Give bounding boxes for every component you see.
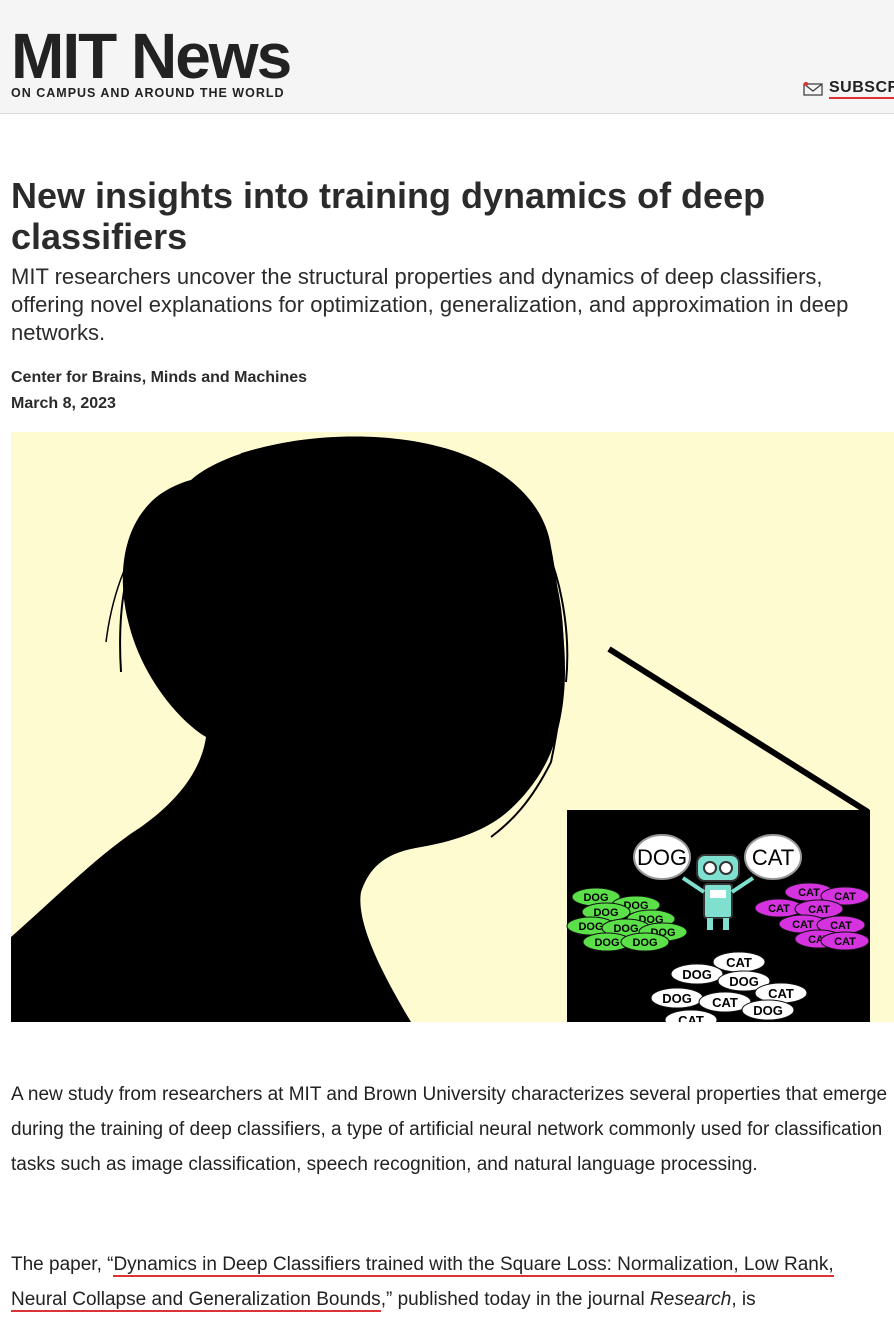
subscribe-link[interactable]: SUBSCR bbox=[829, 79, 894, 99]
subscribe-link-wrap[interactable]: SUBSCR bbox=[803, 79, 894, 99]
svg-text:CAT: CAT bbox=[768, 903, 790, 915]
paragraph2-middle: ,” published today in the journal bbox=[380, 1289, 651, 1310]
article-paragraph-2: The paper, “Dynamics in Deep Classifiers… bbox=[11, 1247, 891, 1317]
svg-text:DOG: DOG bbox=[662, 991, 692, 1006]
svg-text:CAT: CAT bbox=[678, 1013, 704, 1022]
robot-icon bbox=[681, 854, 755, 930]
journal-name: Research bbox=[650, 1289, 732, 1310]
svg-text:CAT: CAT bbox=[808, 904, 830, 916]
article-date: March 8, 2023 bbox=[11, 395, 116, 412]
mit-news-logo[interactable]: MIT News bbox=[11, 20, 292, 92]
svg-text:CAT: CAT bbox=[834, 891, 856, 903]
site-tagline: ON CAMPUS AND AROUND THE WORLD bbox=[11, 86, 285, 100]
article-paragraph-1: A new study from researchers at MIT and … bbox=[11, 1084, 888, 1175]
svg-text:DOG: DOG bbox=[583, 892, 608, 904]
svg-text:CAT: CAT bbox=[712, 995, 738, 1010]
svg-text:DOG: DOG bbox=[578, 921, 603, 933]
paragraph2-prefix: The paper, “ bbox=[11, 1254, 114, 1275]
svg-text:CAT: CAT bbox=[726, 955, 752, 970]
byline: Center for Brains, Minds and Machines Ma… bbox=[11, 365, 307, 417]
svg-text:DOG: DOG bbox=[623, 900, 648, 912]
paper-link[interactable]: Dynamics in Deep Classifiers trained wit… bbox=[11, 1254, 834, 1312]
magenta-cat-tags: CAT CAT CAT CAT CAT CAT CAT CAT bbox=[754, 882, 870, 951]
svg-text:DOG: DOG bbox=[729, 974, 759, 989]
paragraph2-suffix: , is bbox=[731, 1289, 756, 1310]
svg-text:DOG: DOG bbox=[594, 937, 619, 949]
svg-text:DOG: DOG bbox=[593, 907, 618, 919]
white-mixed-tags: CAT DOG DOG CAT DOG CAT DOG CAT bbox=[650, 951, 808, 1031]
mail-icon bbox=[803, 81, 823, 96]
article-author[interactable]: Center for Brains, Minds and Machines bbox=[11, 369, 308, 386]
bubble-dog-text: DOG bbox=[637, 845, 687, 870]
svg-text:CAT: CAT bbox=[768, 986, 794, 1001]
svg-text:CAT: CAT bbox=[834, 936, 856, 948]
hero-illustration: DOG CAT DOG DOG DOG DOG DOG DOG DOG DOG … bbox=[11, 432, 894, 1031]
green-dog-tags: DOG DOG DOG DOG DOG DOG DOG DOG DOG bbox=[566, 887, 688, 952]
svg-text:DOG: DOG bbox=[753, 1003, 783, 1018]
woman-silhouette bbox=[11, 436, 566, 1022]
svg-text:CAT: CAT bbox=[798, 887, 820, 899]
site-header: MIT News ON CAMPUS AND AROUND THE WORLD … bbox=[0, 0, 894, 114]
svg-text:CAT: CAT bbox=[830, 920, 852, 932]
article-subtitle: MIT researchers uncover the structural p… bbox=[11, 264, 849, 345]
svg-text:DOG: DOG bbox=[682, 967, 712, 982]
bubble-cat-text: CAT bbox=[752, 845, 794, 870]
svg-text:DOG: DOG bbox=[613, 923, 638, 935]
article-title: New insights into training dynamics of d… bbox=[11, 175, 766, 257]
svg-text:CAT: CAT bbox=[792, 919, 814, 931]
svg-text:DOG: DOG bbox=[632, 937, 657, 949]
